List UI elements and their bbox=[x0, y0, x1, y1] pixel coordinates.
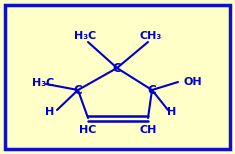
Text: H: H bbox=[45, 107, 55, 117]
Text: OH: OH bbox=[183, 77, 202, 87]
Text: H₃C: H₃C bbox=[32, 78, 54, 88]
Text: C: C bbox=[113, 61, 121, 75]
Text: C: C bbox=[74, 83, 82, 97]
Text: H: H bbox=[167, 107, 177, 117]
Text: CH: CH bbox=[139, 125, 157, 135]
Text: CH₃: CH₃ bbox=[140, 31, 162, 41]
Text: HC: HC bbox=[79, 125, 97, 135]
Text: H₃C: H₃C bbox=[74, 31, 96, 41]
Text: C: C bbox=[148, 83, 156, 97]
